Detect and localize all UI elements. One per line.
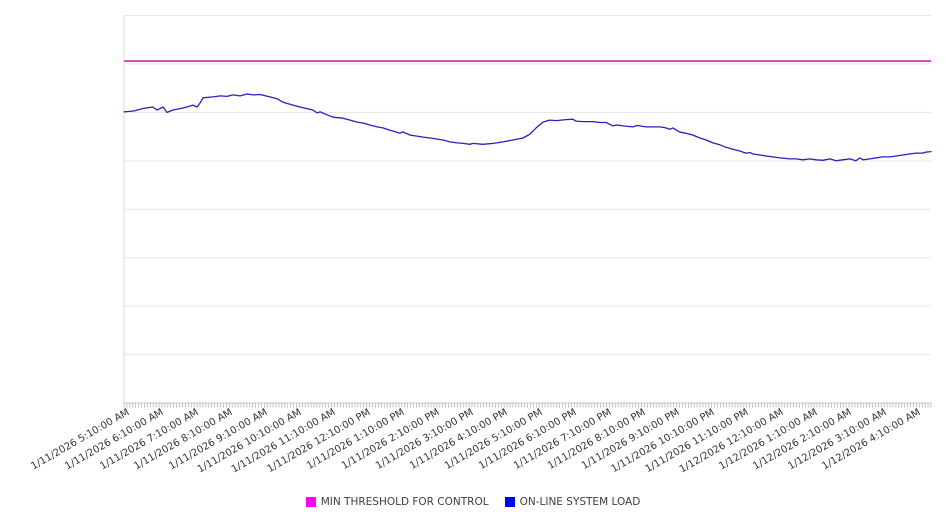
legend-label-min-threshold-for-control: MIN THRESHOLD FOR CONTROL <box>320 496 489 508</box>
legend-swatch-magenta <box>305 497 316 507</box>
legend-item-min-threshold-for-control[interactable]: MIN THRESHOLD FOR CONTROL <box>305 496 489 508</box>
legend-swatch-blue <box>504 497 515 507</box>
legend-item-on-line-system-load[interactable]: ON-LINE SYSTEM LOAD <box>504 496 641 508</box>
legend-label-on-line-system-load: ON-LINE SYSTEM LOAD <box>519 496 641 508</box>
chart-legend: MIN THRESHOLD FOR CONTROL ON-LINE SYSTEM… <box>0 496 946 508</box>
